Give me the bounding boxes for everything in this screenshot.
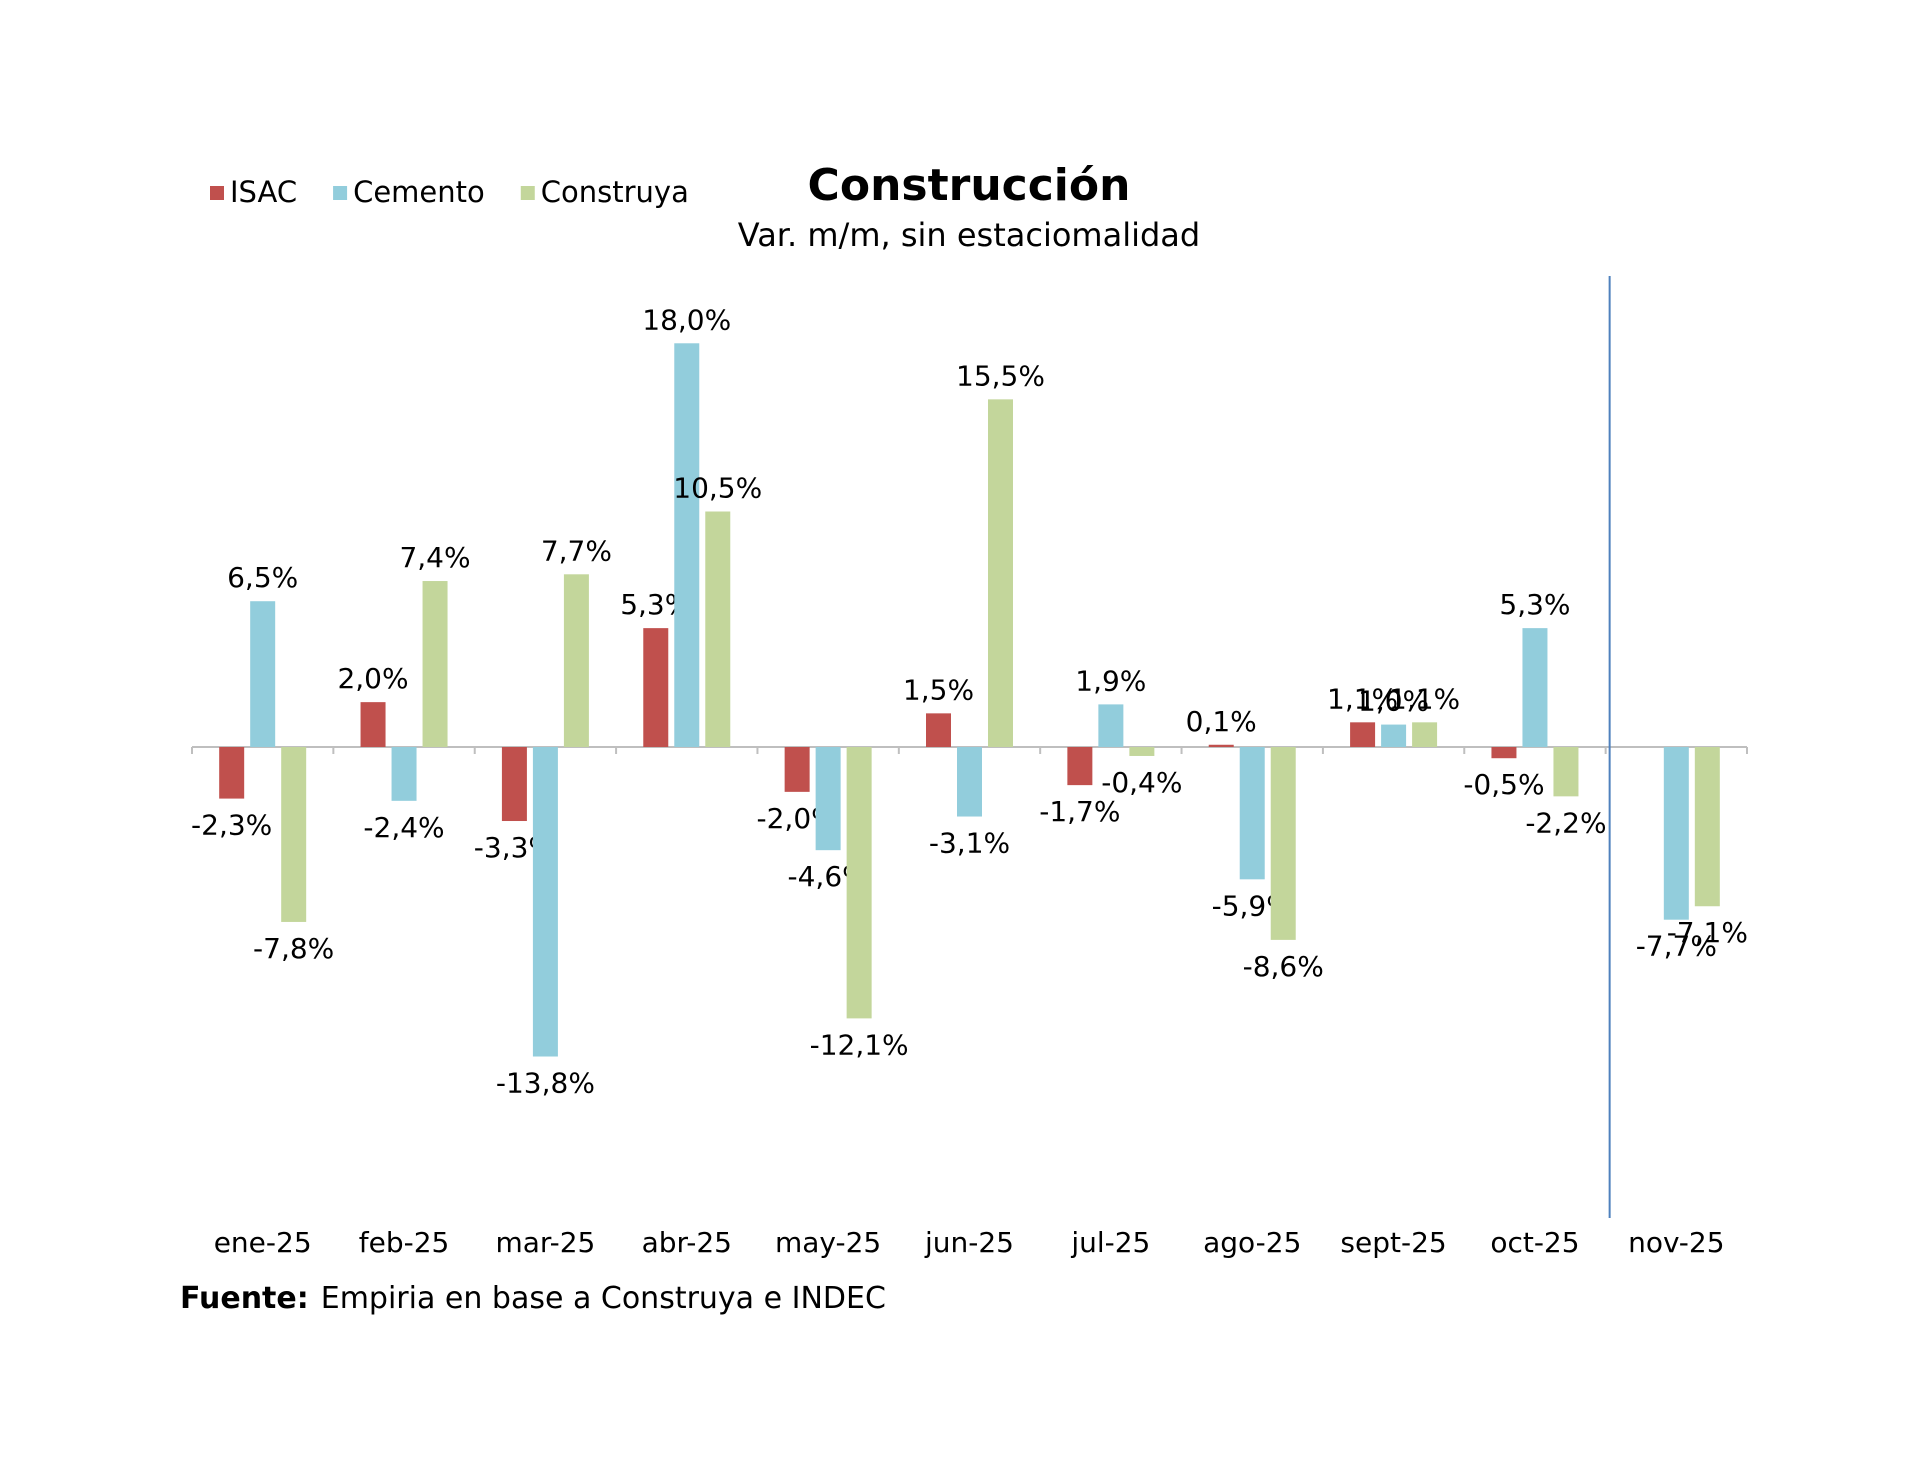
x-tick-label: nov-25 <box>1628 1226 1724 1259</box>
value-label: -7,1% <box>1667 916 1748 949</box>
legend-swatch <box>333 186 348 200</box>
bar <box>219 747 245 799</box>
bar <box>1239 747 1265 880</box>
x-tick-label: abr-25 <box>642 1226 732 1259</box>
value-label: -12,1% <box>810 1028 909 1061</box>
x-tick-label: feb-25 <box>359 1226 450 1259</box>
bar <box>1553 747 1579 797</box>
bar <box>391 747 417 801</box>
x-tick-label: may-25 <box>775 1226 881 1259</box>
source-label: Fuente: <box>180 1281 309 1316</box>
bar <box>926 713 951 747</box>
bar <box>501 747 527 822</box>
bar <box>1412 722 1438 747</box>
bar <box>1208 744 1234 747</box>
value-label: -0,4% <box>1101 766 1182 799</box>
bar <box>1381 724 1407 747</box>
value-label: -2,3% <box>191 809 272 842</box>
value-label: 18,0% <box>642 303 731 336</box>
legend-swatch <box>520 186 535 200</box>
value-label: -1,7% <box>1039 795 1120 828</box>
value-label: -2,2% <box>1525 806 1606 839</box>
bar <box>532 747 558 1057</box>
bar <box>643 628 669 747</box>
legend-label: ISAC <box>230 175 297 209</box>
bar <box>1663 747 1689 920</box>
x-tick-label: ene-25 <box>214 1226 312 1259</box>
bar <box>1067 747 1093 786</box>
x-tick-label: ago-25 <box>1203 1226 1301 1259</box>
bar <box>705 511 731 747</box>
value-label: -8,6% <box>1243 950 1324 983</box>
value-label: -3,1% <box>929 827 1010 860</box>
bar <box>1491 747 1517 759</box>
bar <box>1098 704 1124 747</box>
bar <box>281 747 307 922</box>
value-label: 6,5% <box>227 561 298 594</box>
value-label: 1,9% <box>1075 664 1146 697</box>
bar <box>815 747 841 851</box>
bar <box>1350 722 1376 747</box>
x-tick-label: oct-25 <box>1490 1226 1579 1259</box>
chart-subtitle: Var. m/m, sin estaciomalidad <box>738 216 1200 254</box>
chart-title: Construcción <box>808 160 1131 211</box>
bar <box>957 747 982 817</box>
x-tick-label: jun-25 <box>924 1226 1014 1259</box>
value-label: -2,4% <box>363 811 444 844</box>
value-label: 0,1% <box>1186 705 1257 738</box>
bar <box>784 747 810 792</box>
value-label: 1,0% <box>1358 685 1429 718</box>
value-label: -0,5% <box>1463 768 1544 801</box>
bar <box>563 574 589 747</box>
value-label: 7,7% <box>541 534 612 567</box>
value-label: 1,1% <box>1327 682 1398 715</box>
value-label: 10,5% <box>673 472 762 505</box>
bar <box>846 747 872 1019</box>
bar <box>1694 747 1720 907</box>
value-label: -13,8% <box>496 1067 595 1100</box>
bar <box>422 581 448 747</box>
x-tick-label: mar-25 <box>495 1226 595 1259</box>
legend-swatch <box>210 186 224 200</box>
bar <box>1129 747 1155 756</box>
legend-label: Construya <box>541 175 689 209</box>
value-label: 15,5% <box>956 359 1045 392</box>
bar <box>988 399 1013 747</box>
legend-label: Cemento <box>353 175 485 209</box>
source-text: Empiria en base a Construya e INDEC <box>321 1281 886 1316</box>
x-tick-label: sept-25 <box>1340 1226 1446 1259</box>
value-label: -7,7% <box>1636 930 1717 963</box>
bar <box>674 343 700 747</box>
x-tick-label: jul-25 <box>1070 1226 1150 1259</box>
value-label: -7,8% <box>253 932 334 965</box>
value-label: 1,1% <box>1389 682 1460 715</box>
bar <box>1270 747 1296 940</box>
value-label: 1,5% <box>903 673 974 706</box>
bar <box>1522 628 1548 747</box>
bar <box>250 601 276 747</box>
value-label: 2,0% <box>337 662 408 695</box>
source: Fuente: Empiria en base a Construya e IND… <box>180 1281 886 1316</box>
value-label: 7,4% <box>399 541 470 574</box>
value-label: 5,3% <box>1499 588 1570 621</box>
bar <box>360 702 386 747</box>
